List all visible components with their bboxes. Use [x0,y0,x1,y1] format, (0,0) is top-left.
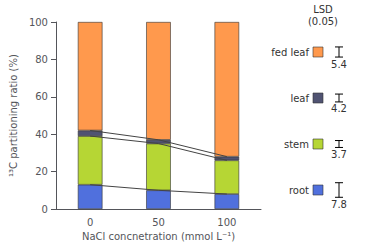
svg-text:¹³C partitioning ratio (%): ¹³C partitioning ratio (%) [8,54,19,177]
svg-text:0: 0 [42,204,48,215]
svg-text:root: root [289,185,309,196]
svg-text:fed leaf: fed leaf [271,47,309,58]
svg-text:80: 80 [35,54,48,65]
svg-text:leaf: leaf [290,93,309,104]
svg-text:4.2: 4.2 [331,103,347,114]
svg-text:7.8: 7.8 [331,199,347,210]
svg-text:stem: stem [284,139,309,150]
svg-text:NaCl concnetration (mmol L⁻¹): NaCl concnetration (mmol L⁻¹) [82,231,235,242]
svg-text:LSD: LSD [313,4,333,15]
svg-text:40: 40 [35,129,48,140]
svg-text:0: 0 [87,217,93,228]
svg-text:20: 20 [35,166,48,177]
svg-text:100: 100 [217,217,236,228]
svg-text:100: 100 [29,17,48,28]
svg-text:50: 50 [152,217,165,228]
svg-text:60: 60 [35,91,48,102]
svg-text:(0.05): (0.05) [308,16,338,27]
svg-text:5.4: 5.4 [331,59,347,70]
svg-text:3.7: 3.7 [331,149,347,160]
